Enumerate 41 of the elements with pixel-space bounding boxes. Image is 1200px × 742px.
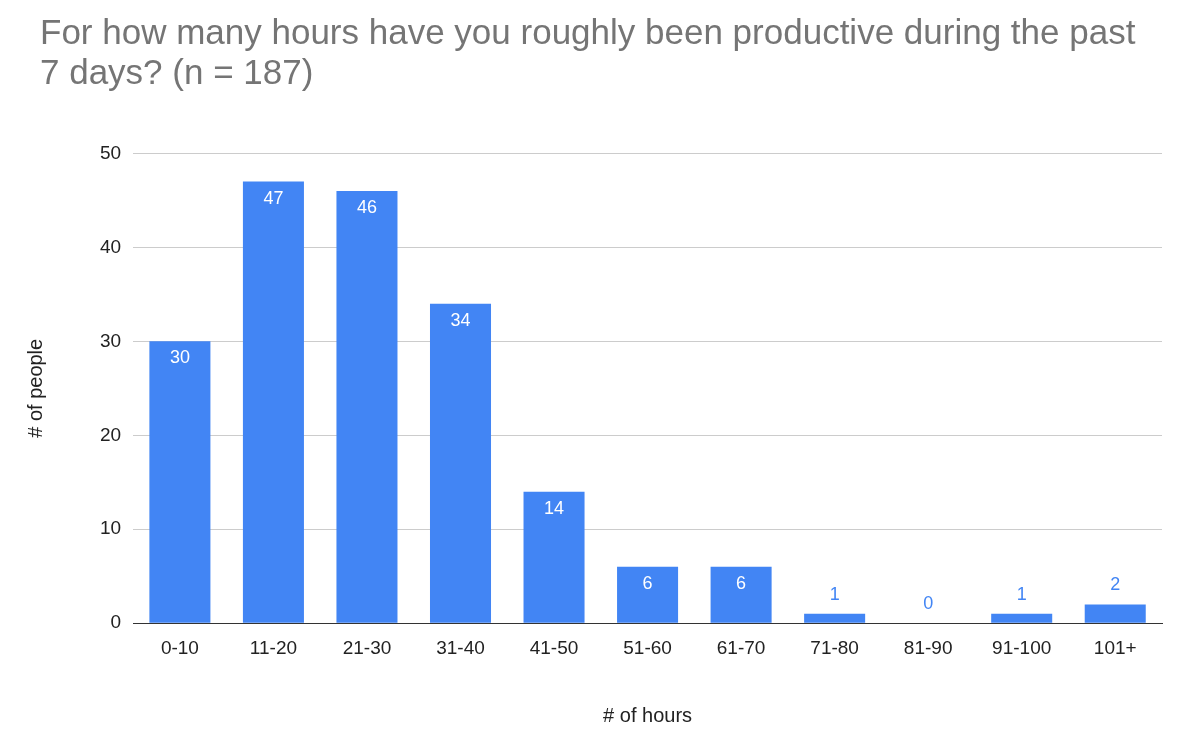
- x-tick-label: 61-70: [716, 636, 766, 658]
- data-label: 6: [642, 572, 653, 593]
- y-tick-label: 0: [110, 611, 122, 633]
- data-label: 1: [1016, 583, 1027, 604]
- y-tick-label: 20: [99, 423, 122, 445]
- bar: [617, 566, 679, 623]
- y-tick-label: 50: [99, 141, 122, 163]
- data-label: 47: [263, 187, 284, 208]
- y-tick-label: 30: [99, 329, 122, 351]
- data-label: 34: [450, 309, 471, 330]
- data-label: 2: [1110, 574, 1121, 595]
- x-tick-label: 91-100: [992, 636, 1052, 658]
- x-tick-label: 31-40: [436, 636, 485, 658]
- x-tick-label: 81-90: [903, 636, 953, 658]
- data-label: 14: [544, 497, 565, 518]
- bar: [804, 613, 866, 623]
- x-axis-title: # of hours: [603, 703, 693, 726]
- data-label: 1: [829, 583, 840, 604]
- x-tick-label: 41-50: [529, 636, 579, 658]
- y-tick-label: 10: [99, 517, 122, 539]
- bar: [523, 491, 585, 623]
- data-label: 46: [356, 196, 377, 217]
- bar: [1084, 604, 1146, 623]
- bar: [991, 613, 1053, 623]
- bar: [710, 566, 772, 623]
- y-tick-label: 40: [99, 235, 122, 257]
- bar: [242, 181, 304, 623]
- x-tick-label: 11-20: [249, 636, 298, 658]
- x-tick-label: 71-80: [810, 636, 859, 658]
- data-label: 6: [736, 572, 747, 593]
- bar: [429, 303, 492, 623]
- chart-title: For how many hours have you roughly been productive during the past 7 days? (n = 187): [40, 12, 1137, 92]
- x-tick-label: 101+: [1093, 636, 1137, 658]
- y-axis-title: # of people: [23, 338, 46, 438]
- x-tick-label: 21-30: [342, 636, 392, 658]
- data-label: 0: [923, 593, 934, 614]
- bar: [336, 190, 398, 623]
- x-tick-label: 51-60: [623, 636, 672, 658]
- data-label: 30: [169, 347, 190, 368]
- x-tick-label: 0-10: [160, 636, 199, 658]
- bar: [149, 341, 211, 623]
